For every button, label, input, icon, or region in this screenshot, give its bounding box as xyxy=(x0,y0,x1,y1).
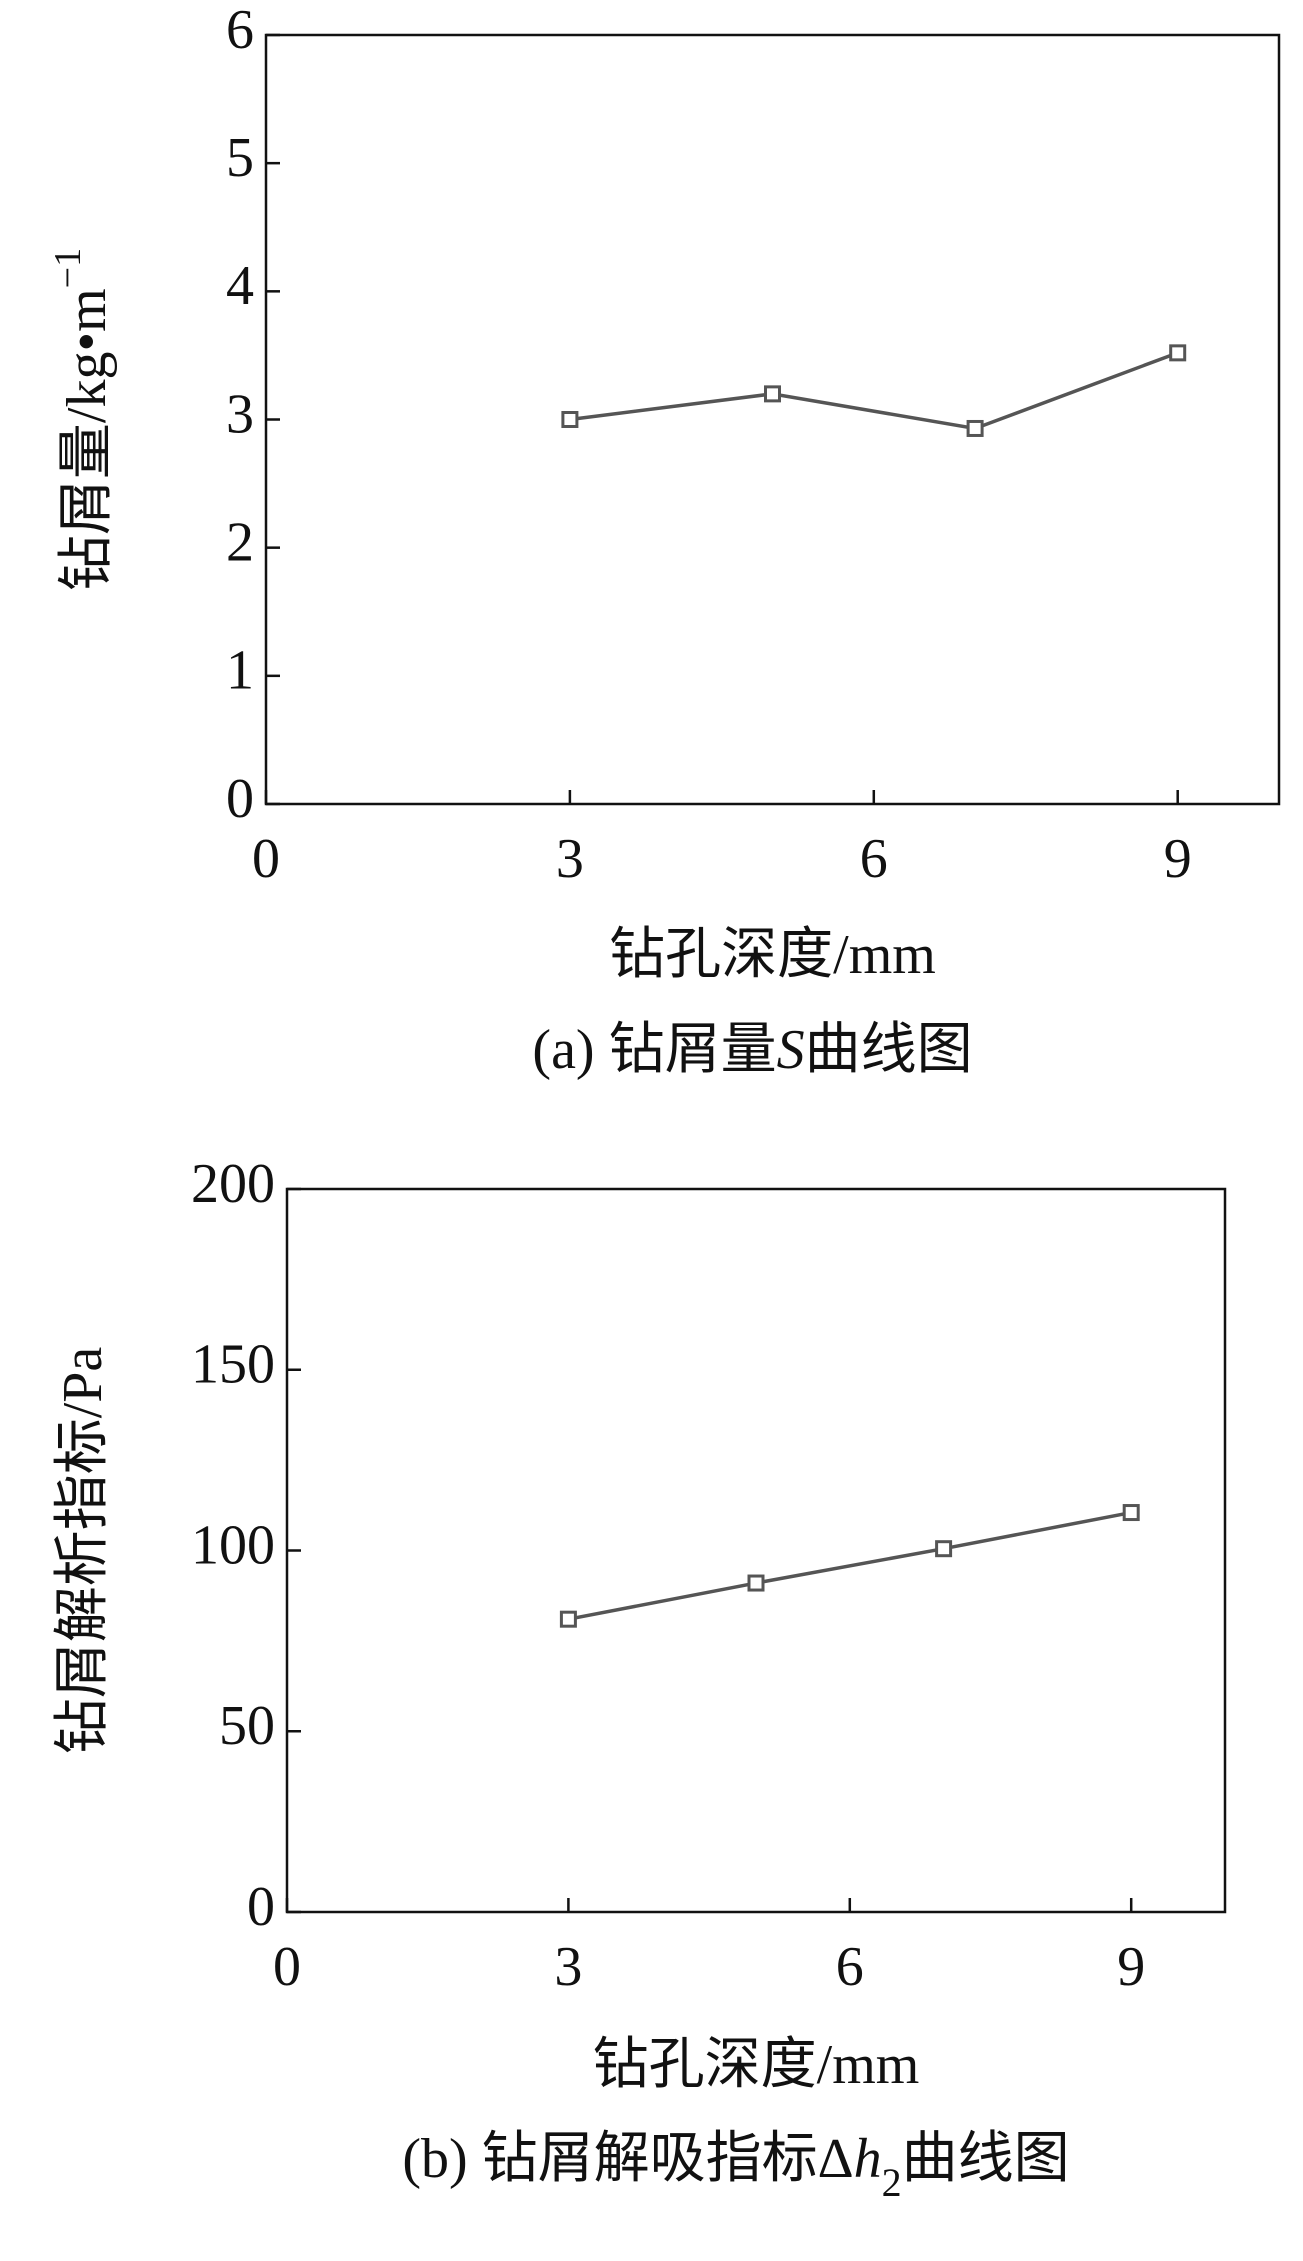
caption-var: S xyxy=(777,1019,805,1081)
data-point xyxy=(561,411,579,428)
x-tick-label: 0 xyxy=(273,1936,301,1998)
x-tick-label: 6 xyxy=(860,828,888,890)
data-point xyxy=(1169,344,1187,362)
x-tick-label: 3 xyxy=(554,1936,582,1998)
x-axis-label: 钻孔深度/mm xyxy=(593,2034,920,2096)
data-line xyxy=(569,351,1179,431)
chart: 0 1 2 3 4 5 6 0 3 6 9 钻孔深度/mm 钻屑量/kg•m−1 (a) 钻屑量S曲线图 xyxy=(47,0,1281,1081)
data-point xyxy=(764,385,781,403)
caption-end: 曲线图 xyxy=(902,2128,1070,2190)
caption-sub: 2 xyxy=(882,2160,902,2205)
caption: (a) 钻屑量S曲线图 xyxy=(532,1019,972,1081)
y-axis-label: 钻屑解析指标/Pa xyxy=(52,1347,114,1755)
y-tick-label: 100 xyxy=(191,1514,275,1576)
y-tick-label: 150 xyxy=(191,1334,275,1396)
y-tick-label: 6 xyxy=(226,0,254,61)
y-tick-label: 4 xyxy=(226,255,254,317)
y-tick-label: 50 xyxy=(219,1695,275,1757)
data-point xyxy=(1122,1504,1140,1522)
data-point xyxy=(559,1610,577,1628)
plot-frame xyxy=(264,33,1281,806)
x-tick-label: 9 xyxy=(1117,1936,1145,1998)
y-tick-label: 2 xyxy=(226,512,254,574)
y-axis-label-text: 钻屑解析指标/Pa xyxy=(52,1347,114,1755)
x-axis-label: 钻孔深度/mm xyxy=(609,924,936,986)
x-tick-label: 3 xyxy=(556,828,584,890)
data-point xyxy=(966,419,984,437)
data-line xyxy=(568,1510,1132,1621)
y-tick-label: 3 xyxy=(226,383,254,445)
plot-frame xyxy=(285,1187,1227,1914)
caption-var: h xyxy=(854,2128,882,2190)
y-tick-label: 1 xyxy=(226,640,254,702)
data-point xyxy=(747,1574,765,1592)
x-tick-label: 9 xyxy=(1164,828,1192,890)
y-tick-label: 5 xyxy=(226,127,254,189)
y-axis-label: 钻屑量/kg•m−1 xyxy=(47,248,118,591)
caption-symbol: Δ xyxy=(818,2128,854,2190)
x-tick-label: 0 xyxy=(252,828,280,890)
y-tick-label: 200 xyxy=(191,1153,275,1215)
chart: 0 50 100 150 200 0 3 6 9 钻孔深度/mm 钻屑解析指标/Pa (b) 钻屑解吸… xyxy=(52,1153,1227,2205)
y-tick-label: 0 xyxy=(247,1876,275,1938)
y-axis-label-sup: −1 xyxy=(47,248,89,288)
caption-end: 曲线图 xyxy=(805,1019,973,1081)
caption: (b) 钻屑解吸指标Δh2曲线图 xyxy=(402,2128,1069,2205)
x-tick-label: 6 xyxy=(836,1936,864,1998)
caption-text: (a) 钻屑量 xyxy=(532,1019,776,1081)
data-point xyxy=(935,1540,953,1558)
y-axis-label-text: 钻屑量/kg•m xyxy=(56,288,118,591)
caption-text: (b) 钻屑解吸指标 xyxy=(402,2128,817,2190)
y-tick-label: 0 xyxy=(226,768,254,830)
